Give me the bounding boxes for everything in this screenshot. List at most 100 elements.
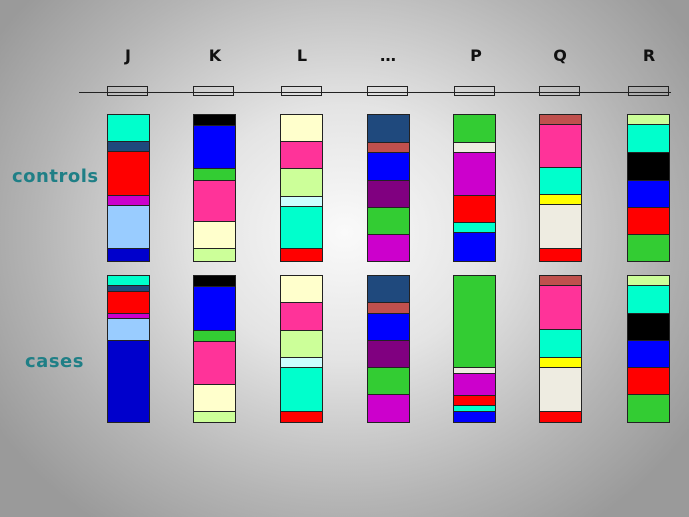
controls-bar-6-segment-4 [628, 208, 669, 235]
controls-bar-6-segment-2 [628, 153, 669, 181]
controls-bar-4-segment-0 [454, 115, 495, 143]
controls-bar-1-segment-5 [194, 249, 235, 261]
controls-bar-2-segment-2 [281, 169, 322, 197]
controls-bar-2 [280, 114, 323, 262]
cases-bar-3-segment-0 [368, 276, 409, 303]
cases-bar-6-segment-5 [628, 395, 669, 422]
controls-bar-1-segment-0 [194, 115, 235, 126]
cases-bar-5-segment-5 [540, 412, 581, 422]
cases-bar-3-segment-4 [368, 368, 409, 395]
position-marker-2 [281, 86, 322, 96]
controls-bar-3-segment-2 [368, 153, 409, 181]
controls-bar-0-segment-0 [108, 115, 149, 142]
controls-bar-4-segment-1 [454, 143, 495, 153]
cases-bar-0-segment-3 [108, 314, 149, 319]
controls-bar-1-segment-3 [194, 181, 235, 222]
cases-bar-2-segment-2 [281, 331, 322, 358]
cases-bar-4-segment-4 [454, 406, 495, 412]
cases-bar-4-segment-2 [454, 374, 495, 396]
controls-bar-2-segment-0 [281, 115, 322, 142]
cases-bar-6-segment-4 [628, 368, 669, 395]
cases-bar-1-segment-1 [194, 287, 235, 331]
cases-bar-4-segment-3 [454, 396, 495, 406]
cases-bar-0-segment-1 [108, 286, 149, 292]
controls-bar-5-segment-0 [540, 115, 581, 125]
cases-bar-0-segment-4 [108, 319, 149, 341]
controls-bar-0-segment-1 [108, 142, 149, 152]
controls-bar-5-segment-5 [540, 249, 581, 261]
column-label-ellipsis: … [380, 46, 396, 65]
row-label-cases: cases [25, 351, 84, 372]
cases-bar-0-segment-5 [108, 341, 149, 422]
controls-bar-6 [627, 114, 670, 262]
cases-bar-4-segment-0 [454, 276, 495, 368]
controls-bar-4-segment-4 [454, 223, 495, 233]
column-label-q: Q [553, 46, 567, 65]
cases-bar-5-segment-1 [540, 286, 581, 330]
cases-bar-5-segment-2 [540, 330, 581, 358]
controls-bar-5-segment-3 [540, 195, 581, 205]
controls-bar-1-segment-2 [194, 169, 235, 181]
cases-bar-6-segment-3 [628, 341, 669, 368]
cases-bar-0 [107, 275, 150, 423]
cases-bar-2-segment-1 [281, 303, 322, 331]
cases-bar-1-segment-5 [194, 412, 235, 422]
controls-bar-3-segment-5 [368, 235, 409, 261]
controls-bar-6-segment-5 [628, 235, 669, 261]
controls-bar-3-segment-1 [368, 143, 409, 153]
column-label-l: L [296, 46, 308, 65]
controls-bar-4-segment-2 [454, 153, 495, 196]
controls-bar-5-segment-2 [540, 168, 581, 195]
column-label-r: R [642, 46, 656, 65]
cases-bar-2-segment-4 [281, 368, 322, 412]
cases-bar-1-segment-4 [194, 385, 235, 412]
cases-bar-1-segment-2 [194, 331, 235, 342]
cases-bar-3-segment-5 [368, 395, 409, 422]
cases-bar-6-segment-1 [628, 286, 669, 314]
controls-bar-3 [367, 114, 410, 262]
cases-bar-1-segment-0 [194, 276, 235, 287]
column-label-p: P [470, 46, 482, 65]
controls-bar-0 [107, 114, 150, 262]
cases-bar-5-segment-4 [540, 368, 581, 412]
cases-bar-3-segment-2 [368, 314, 409, 341]
controls-bar-6-segment-3 [628, 181, 669, 208]
controls-bar-5-segment-1 [540, 125, 581, 168]
controls-bar-1-segment-4 [194, 222, 235, 249]
cases-bar-3 [367, 275, 410, 423]
cases-bar-2-segment-3 [281, 358, 322, 368]
controls-bar-2-segment-5 [281, 249, 322, 261]
cases-bar-2-segment-0 [281, 276, 322, 303]
controls-bar-4-segment-5 [454, 233, 495, 261]
cases-bar-4-segment-1 [454, 368, 495, 374]
position-marker-5 [539, 86, 580, 96]
cases-bar-2 [280, 275, 323, 423]
cases-bar-4 [453, 275, 496, 423]
controls-bar-0-segment-5 [108, 249, 149, 261]
cases-bar-3-segment-1 [368, 303, 409, 314]
controls-bar-3-segment-0 [368, 115, 409, 143]
controls-bar-1 [193, 114, 236, 262]
cases-bar-0-segment-2 [108, 292, 149, 314]
controls-bar-4 [453, 114, 496, 262]
cases-bar-2-segment-5 [281, 412, 322, 422]
controls-bar-5-segment-4 [540, 205, 581, 249]
controls-bar-6-segment-0 [628, 115, 669, 125]
controls-bar-6-segment-1 [628, 125, 669, 153]
controls-bar-4-segment-3 [454, 196, 495, 223]
cases-bar-3-segment-3 [368, 341, 409, 368]
controls-bar-0-segment-4 [108, 206, 149, 249]
controls-bar-2-segment-1 [281, 142, 322, 169]
cases-bar-0-segment-0 [108, 276, 149, 286]
controls-bar-0-segment-2 [108, 152, 149, 196]
cases-bar-1 [193, 275, 236, 423]
controls-bar-3-segment-3 [368, 181, 409, 208]
controls-bar-1-segment-1 [194, 126, 235, 169]
position-marker-6 [628, 86, 669, 96]
row-label-controls: controls [12, 166, 99, 187]
cases-bar-5-segment-3 [540, 358, 581, 368]
cases-bar-4-segment-5 [454, 412, 495, 422]
cases-bar-5 [539, 275, 582, 423]
cases-bar-1-segment-3 [194, 342, 235, 385]
